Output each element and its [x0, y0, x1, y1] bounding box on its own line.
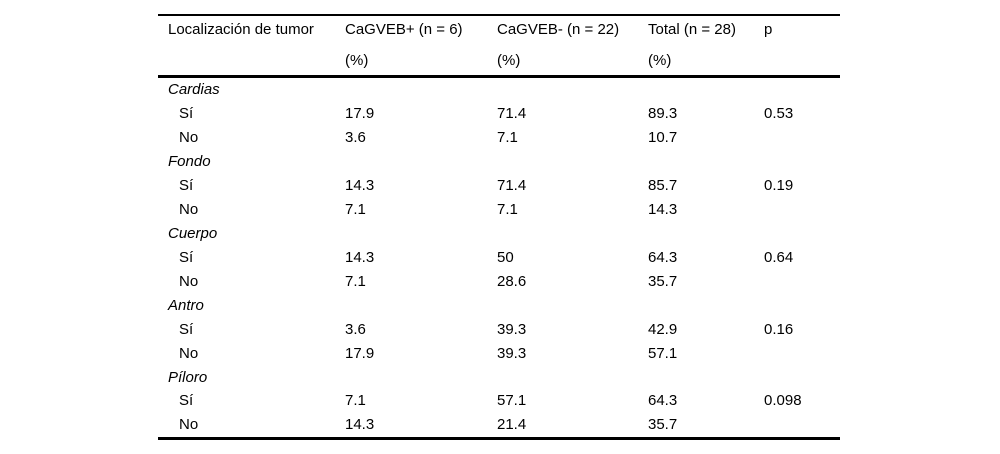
group-name: Fondo: [168, 153, 211, 171]
cell-cagveb-pos: 3.6: [345, 320, 366, 338]
cell-total: 64.3: [648, 392, 678, 410]
group-row: Fondo: [158, 150, 840, 174]
table-bottom-rule: [158, 436, 840, 440]
cell-cagveb-pos: 14.3: [345, 248, 375, 266]
header-localizacion-label: Localización de tumor: [168, 21, 314, 38]
cell-p: 0.16: [764, 320, 794, 338]
cell-cagveb-pos: 7.1: [345, 201, 366, 219]
cell-p: 0.098: [764, 392, 802, 410]
group-name: Píloro: [168, 368, 208, 386]
header-total: Total (n = 28) (%): [648, 22, 764, 68]
group-row: Cuerpo: [158, 222, 840, 246]
table-header: Localización de tumor CaGVEB+ (n = 6) (%…: [158, 16, 840, 75]
cell-cagveb-neg: 71.4: [497, 177, 527, 195]
cell-total: 42.9: [648, 320, 678, 338]
header-cagveb-neg-line2: (%): [497, 52, 521, 69]
cell-cagveb-pos: 7.1: [345, 272, 366, 290]
row-label: No: [179, 272, 199, 290]
header-p-value: p: [764, 22, 840, 68]
row-label: Sí: [179, 392, 194, 410]
header-cagveb-neg: CaGVEB- (n = 22) (%): [497, 22, 648, 68]
table-row: No 7.1 7.1 14.3: [158, 198, 840, 222]
cell-cagveb-neg: 57.1: [497, 392, 527, 410]
cell-cagveb-neg: 7.1: [497, 201, 518, 219]
header-cagveb-neg-line1: CaGVEB- (n = 22): [497, 21, 620, 38]
cell-total: 89.3: [648, 105, 678, 123]
header-p-value-label: p: [764, 21, 773, 38]
cell-total: 57.1: [648, 344, 678, 362]
table-row: Sí 3.6 39.3 42.9 0.16: [158, 317, 840, 341]
cell-cagveb-neg: 39.3: [497, 320, 527, 338]
cell-total: 35.7: [648, 272, 678, 290]
cell-total: 64.3: [648, 248, 678, 266]
header-total-line1: Total (n = 28): [648, 21, 736, 38]
cell-total: 10.7: [648, 129, 678, 147]
header-cagveb-pos-line2: (%): [345, 52, 369, 69]
cell-total: 35.7: [648, 416, 678, 434]
row-label: No: [179, 344, 199, 362]
table-header-rule: [158, 75, 840, 78]
table-row: Sí 17.9 71.4 89.3 0.53: [158, 102, 840, 126]
cell-p: 0.53: [764, 105, 794, 123]
header-cagveb-pos: CaGVEB+ (n = 6) (%): [345, 22, 497, 68]
cell-cagveb-neg: 39.3: [497, 344, 527, 362]
group-row: Antro: [158, 293, 840, 317]
header-localizacion: Localización de tumor: [158, 22, 345, 68]
cell-cagveb-neg: 50: [497, 248, 514, 266]
cell-cagveb-neg: 7.1: [497, 129, 518, 147]
cell-cagveb-pos: 14.3: [345, 416, 375, 434]
table-row: Sí 14.3 50 64.3 0.64: [158, 245, 840, 269]
group-name: Cardias: [168, 81, 220, 99]
tumor-localization-table: Localización de tumor CaGVEB+ (n = 6) (%…: [158, 14, 840, 440]
cell-cagveb-pos: 7.1: [345, 392, 366, 410]
row-label: No: [179, 416, 199, 434]
cell-cagveb-pos: 17.9: [345, 344, 375, 362]
cell-total: 85.7: [648, 177, 678, 195]
table-row: No 7.1 28.6 35.7: [158, 269, 840, 293]
group-row: Píloro: [158, 365, 840, 389]
table-row: No 3.6 7.1 10.7: [158, 126, 840, 150]
table-body: Cardias Sí 17.9 71.4 89.3 0.53 No 3.6 7.…: [158, 78, 840, 437]
table-row: Sí 7.1 57.1 64.3 0.098: [158, 389, 840, 413]
table-top-rule: [158, 14, 840, 16]
row-label: Sí: [179, 248, 194, 266]
table-row: No 14.3 21.4 35.7: [158, 413, 840, 437]
cell-p: 0.64: [764, 248, 794, 266]
cell-cagveb-pos: 14.3: [345, 177, 375, 195]
table-row: No 17.9 39.3 57.1: [158, 341, 840, 365]
cell-p: 0.19: [764, 177, 794, 195]
cell-total: 14.3: [648, 201, 678, 219]
row-label: Sí: [179, 177, 194, 195]
row-label: Sí: [179, 105, 194, 123]
table-row: Sí 14.3 71.4 85.7 0.19: [158, 174, 840, 198]
cell-cagveb-pos: 17.9: [345, 105, 375, 123]
header-cagveb-pos-line1: CaGVEB+ (n = 6): [345, 21, 463, 38]
cell-cagveb-neg: 28.6: [497, 272, 527, 290]
row-label: No: [179, 201, 199, 219]
group-name: Cuerpo: [168, 224, 218, 242]
cell-cagveb-neg: 21.4: [497, 416, 527, 434]
cell-cagveb-pos: 3.6: [345, 129, 366, 147]
cell-cagveb-neg: 71.4: [497, 105, 527, 123]
header-row: Localización de tumor CaGVEB+ (n = 6) (%…: [158, 22, 840, 68]
header-total-line2: (%): [648, 52, 672, 69]
group-name: Antro: [168, 296, 204, 314]
group-row: Cardias: [158, 78, 840, 102]
row-label: Sí: [179, 320, 194, 338]
row-label: No: [179, 129, 199, 147]
